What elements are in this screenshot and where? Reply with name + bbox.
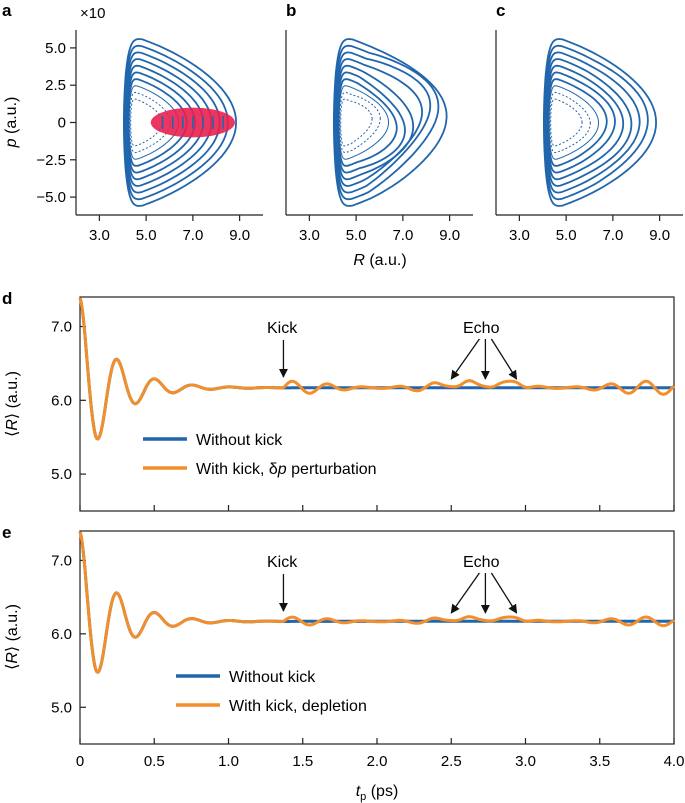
x-tick-label-e-1: 0.5 [144,753,165,770]
x-tick-label-e-8: 4.0 [664,753,685,770]
panel-d-x-ticks [79,505,675,511]
panel-d: 7.0 6.0 5.0 Kick Echo Without kick With ki… [4,296,676,512]
panel-letter-c: c [496,1,505,20]
x-tick-label-b-0: 3.0 [299,227,320,244]
phase-x-axis-label: R (a.u.) [353,252,406,269]
orbit-c-4 [546,64,625,181]
panel-d-series-with-kick [78,297,676,441]
x-tick-label-b-3: 9.0 [439,227,460,244]
echo-arrow-e-0 [450,572,480,614]
panel-e-y-axis-label: ⟨R⟩ (a.u.) [4,604,21,670]
panel-letter-e: e [2,523,11,542]
panel-d-y-axis-label: ⟨R⟩ (a.u.) [4,371,21,437]
panel-letter-a: a [2,1,12,20]
panel-d-legend: Without kick With kick, δp perturbation [143,432,377,478]
x-tick-label-e-3: 1.5 [292,753,313,770]
x-tick-label-c-1: 5.0 [556,227,577,244]
y-tick-label-d-2: 5.0 [51,466,72,483]
panel-e-echo-arrows [450,572,518,614]
orbit-a-8 [129,91,171,154]
y-tick-label-a-3: −2.5 [36,152,66,169]
panel-e-series-with-kick [78,531,675,674]
y-tick-label-e-2: 5.0 [51,699,72,716]
y-tick-label-e-0: 7.0 [51,552,72,569]
panel-c-x-ticks: 3.0 5.0 7.0 9.0 [509,215,670,244]
x-tick-label-e-4: 2.0 [367,753,388,770]
orbit-c-5 [546,71,616,174]
panel-d-echo-label: Echo [463,320,500,337]
x-tick-label-c-2: 7.0 [602,227,623,244]
panel-d-legend-without: Without kick [196,432,283,449]
panel-e-legend-without: Without kick [229,669,316,686]
panel-a-orbits [123,38,238,207]
panel-a: ×10 5.0 2.5 0 −2.5 −5.0 3.0 5.0 7.0 9.0 p (a.u.… [3,5,263,244]
orbit-b-6 [337,78,398,167]
panel-d-kick-label: Kick [267,320,298,337]
panel-c: 3.0 5.0 7.0 9.0 [495,30,683,244]
panel-e-echo-label: Echo [463,554,500,571]
orbit-c-6 [547,78,608,167]
x-tick-label-b-1: 5.0 [346,227,367,244]
panel-d-frame [79,296,675,512]
y-tick-label-d-1: 6.0 [51,392,72,409]
x-tick-label-a-0: 3.0 [89,227,110,244]
x-tick-label-e-7: 3.5 [589,753,610,770]
panel-c-orbits [543,38,658,207]
orbit-b-0 [333,38,448,207]
x-tick-label-a-3: 9.0 [229,227,250,244]
orbit-a-7 [128,85,180,160]
x-tick-label-b-2: 7.0 [392,227,413,244]
panel-a-wave-packet [150,107,235,138]
panel-e-kick-label: Kick [267,554,298,571]
echo-arrow-e-2 [490,572,518,614]
phase-y-axis-label: p (a.u.) [3,97,20,149]
x-tick-label-a-2: 7.0 [182,227,203,244]
x-tick-label-e-0: 0 [76,753,84,770]
x-tick-label-e-6: 3.0 [515,753,536,770]
panel-letter-d: d [2,289,12,308]
panel-d-y-ticks: 7.0 6.0 5.0 [51,319,86,483]
panel-a-x-ticks: 3.0 5.0 7.0 9.0 [89,215,250,244]
orbit-b-7 [338,85,390,160]
y-tick-label-a-4: −5.0 [36,189,66,206]
orbit-b-1 [333,44,440,201]
orbit-b-8 [339,91,381,154]
panel-e-series-without-kick [78,531,674,674]
echo-arrow-d-0 [450,338,480,380]
y-tick-label-a-2: 0 [58,115,66,132]
panel-e-legend: Without kick With kick, depletion [176,669,367,715]
x-tick-label-c-0: 3.0 [509,227,530,244]
y-tick-label-a-0: 5.0 [45,40,66,57]
panel-d-legend-with: With kick, δp perturbation [196,461,377,478]
panel-a-y-ticks: 5.0 2.5 0 −2.5 −5.0 [36,40,76,206]
panel-e-x-ticks: 0 0.5 1.0 1.5 2.0 2.5 3.0 3.5 4.0 [76,738,685,770]
orbit-a-6 [127,78,188,167]
panel-e-legend-with: With kick, depletion [229,698,367,715]
panel-b: 3.0 5.0 7.0 9.0 R (a.u.) [285,30,473,269]
y-tick-label-d-0: 7.0 [51,319,72,336]
x-tick-label-e-5: 2.5 [441,753,462,770]
panel-b-x-ticks: 3.0 5.0 7.0 9.0 [299,215,460,244]
panel-letter-b: b [286,1,296,20]
orbit-b-9 [340,98,373,147]
x-tick-label-c-3: 9.0 [649,227,670,244]
panel-e: 7.0 6.0 5.0 0 0.5 1.0 1.5 2.0 2.5 3.0 3.5 4.0 Kick… [4,530,685,803]
y-tick-label-e-1: 6.0 [51,626,72,643]
panel-d-echo-arrows [450,338,518,380]
x-tick-label-e-2: 1.0 [218,753,239,770]
panel-e-frame [79,530,675,745]
x-tick-label-a-1: 5.0 [136,227,157,244]
echo-arrow-d-2 [490,338,518,380]
panel-b-orbits [333,38,448,207]
orbit-a-9 [130,98,163,147]
orbit-c-8 [549,91,591,154]
panel-d-series-without-kick [78,297,674,441]
orbit-c-9 [550,98,583,147]
y-tick-label-a-1: 2.5 [45,77,66,94]
scale-factor-label: ×10 [80,5,105,22]
time-x-axis-label: tp (ps) [356,783,399,803]
panel-e-y-ticks: 7.0 6.0 5.0 [51,552,86,716]
orbit-c-7 [548,85,600,160]
